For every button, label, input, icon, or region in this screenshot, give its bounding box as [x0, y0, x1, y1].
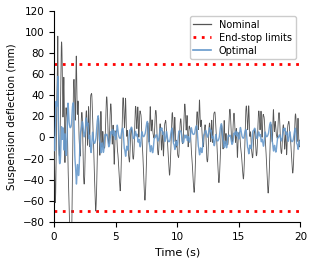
- Y-axis label: Suspension deflection (mm): Suspension deflection (mm): [7, 43, 17, 190]
- X-axis label: Time (s): Time (s): [155, 247, 200, 257]
- Legend: Nominal, End-stop limits, Optimal: Nominal, End-stop limits, Optimal: [190, 16, 296, 59]
